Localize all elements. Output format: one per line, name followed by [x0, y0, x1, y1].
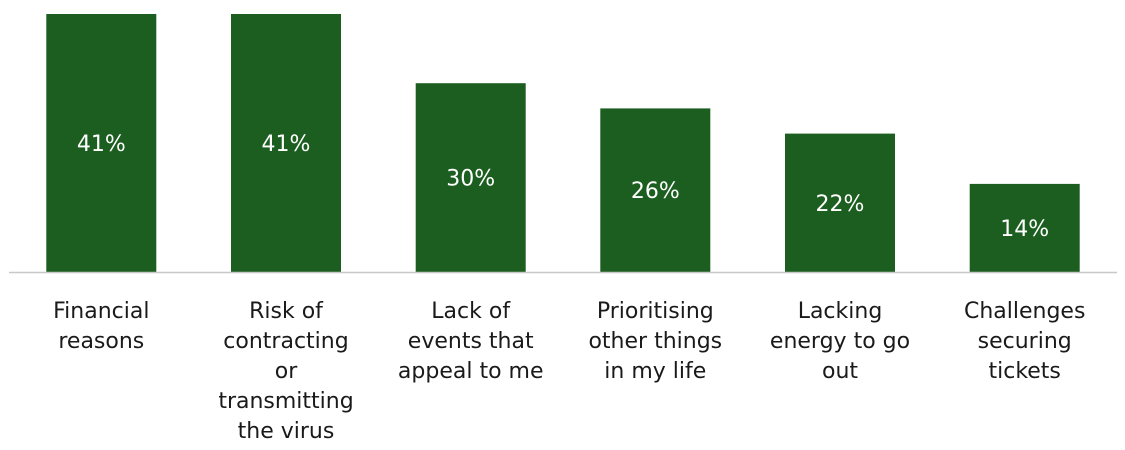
category-label-1: Financial reasons — [53, 299, 149, 354]
category-label-line: Prioritising — [597, 299, 714, 324]
category-labels-group: Financial reasons Risk of contracting or tran… — [53, 299, 1085, 444]
category-label-line: or — [275, 359, 298, 384]
category-label-line: in my life — [604, 359, 706, 384]
data-label-1: 41% — [77, 132, 126, 157]
data-label-5: 22% — [816, 192, 865, 217]
category-label-4: Prioritising other things in my life — [588, 299, 722, 384]
category-label-line: Financial — [53, 299, 149, 324]
data-label-2: 41% — [262, 132, 311, 157]
category-label-5: Lacking energy to go out — [770, 299, 910, 384]
category-label-2: Risk of contracting or transmitting the viru… — [218, 299, 353, 444]
category-label-line: Lack of — [431, 299, 511, 324]
category-label-line: tickets — [988, 359, 1060, 384]
category-label-line: Risk of — [249, 299, 324, 324]
category-label-line: the virus — [238, 419, 335, 444]
category-label-line: appeal to me — [398, 359, 544, 384]
category-label-line: other things — [588, 329, 722, 354]
category-label-line: securing — [978, 329, 1072, 354]
bar-1 — [46, 14, 157, 272]
data-label-4: 26% — [631, 179, 680, 204]
bar-5 — [785, 133, 895, 272]
bar-4 — [600, 108, 711, 273]
category-label-line: energy to go — [770, 329, 910, 354]
bars-group: 41% 41% 30% 26% 22% 14% — [46, 14, 1080, 273]
bar-2 — [231, 14, 341, 272]
data-label-6: 14% — [1000, 217, 1049, 242]
category-label-line: reasons — [58, 329, 144, 354]
category-label-line: out — [822, 359, 858, 384]
category-label-6: Challenges securing tickets — [964, 299, 1085, 384]
category-label-3: Lack of events that appeal to me — [398, 299, 544, 384]
category-label-line: Challenges — [964, 299, 1085, 324]
data-label-3: 30% — [446, 167, 495, 192]
bar-6 — [969, 183, 1080, 272]
category-label-line: Lacking — [798, 299, 883, 324]
category-label-line: contracting — [223, 329, 348, 354]
category-label-line: transmitting — [218, 389, 353, 414]
category-label-line: events that — [408, 329, 534, 354]
bar-3 — [415, 83, 526, 272]
